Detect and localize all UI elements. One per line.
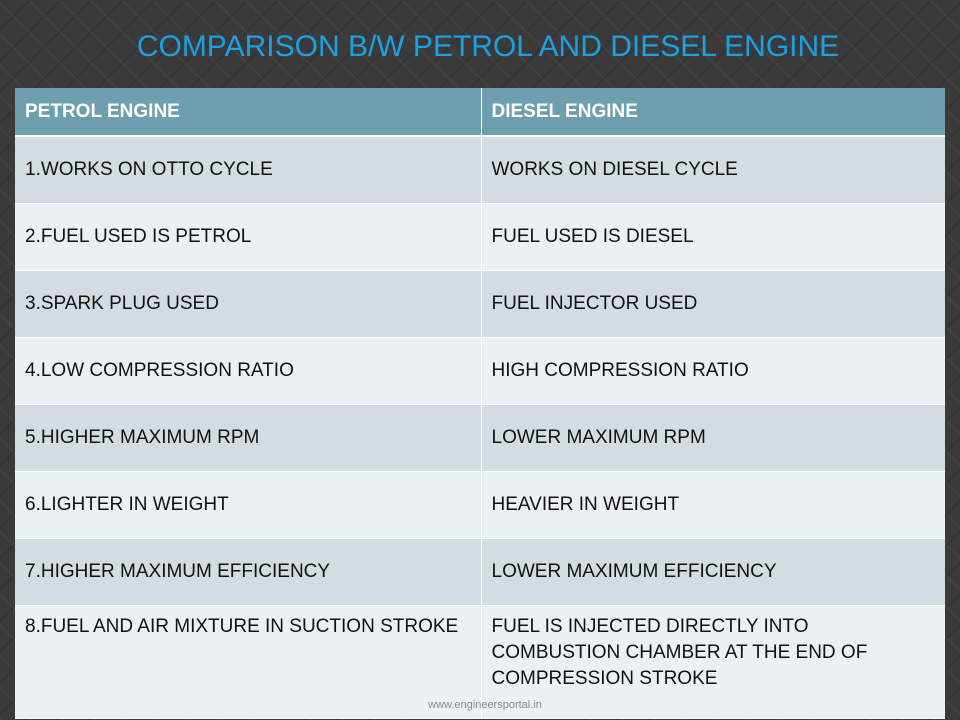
diesel-cell: LOWER MAXIMUM EFFICIENCY [481,538,945,606]
petrol-cell: 5.HIGHER MAXIMUM RPM [15,404,482,472]
table-row: 3.SPARK PLUG USED FUEL INJECTOR USED [15,270,945,338]
table-row: 7.HIGHER MAXIMUM EFFICIENCY LOWER MAXIMU… [15,538,945,606]
diesel-cell: HIGH COMPRESSION RATIO [481,337,945,405]
comparison-table: PETROL ENGINE DIESEL ENGINE 1.WORKS ON O… [15,88,945,719]
petrol-cell: 6.LIGHTER IN WEIGHT [15,471,482,539]
diesel-cell: LOWER MAXIMUM RPM [481,404,945,472]
diesel-cell: FUEL INJECTOR USED [481,270,945,338]
header-petrol-engine: PETROL ENGINE [15,88,482,137]
petrol-cell: 3.SPARK PLUG USED [15,270,482,338]
diesel-cell: FUEL USED IS DIESEL [481,203,945,271]
slide-title: COMPARISON B/W PETROL AND DIESEL ENGINE [136,30,840,63]
table-row: 4.LOW COMPRESSION RATIO HIGH COMPRESSION… [15,337,945,405]
table-row: 8.FUEL AND AIR MIXTURE IN SUCTION STROKE… [15,605,945,719]
petrol-cell: 1.WORKS ON OTTO CYCLE [15,136,482,204]
watermark: www.engineersportal.in [428,699,542,711]
table-header-row: PETROL ENGINE DIESEL ENGINE [15,88,945,137]
petrol-cell: 2.FUEL USED IS PETROL [15,203,482,271]
petrol-cell: 8.FUEL AND AIR MIXTURE IN SUCTION STROKE [15,605,482,719]
diesel-cell: WORKS ON DIESEL CYCLE [481,136,945,204]
header-diesel-engine: DIESEL ENGINE [481,88,945,137]
diesel-cell: HEAVIER IN WEIGHT [481,471,945,539]
table-row: 1.WORKS ON OTTO CYCLE WORKS ON DIESEL CY… [15,136,945,204]
table-row: 5.HIGHER MAXIMUM RPM LOWER MAXIMUM RPM [15,404,945,472]
table-row: 6.LIGHTER IN WEIGHT HEAVIER IN WEIGHT [15,471,945,539]
petrol-cell: 7.HIGHER MAXIMUM EFFICIENCY [15,538,482,606]
table-row: 2.FUEL USED IS PETROL FUEL USED IS DIESE… [15,203,945,271]
petrol-cell: 4.LOW COMPRESSION RATIO [15,337,482,405]
diesel-cell: FUEL IS INJECTED DIRECTLY INTO COMBUSTIO… [481,605,945,719]
